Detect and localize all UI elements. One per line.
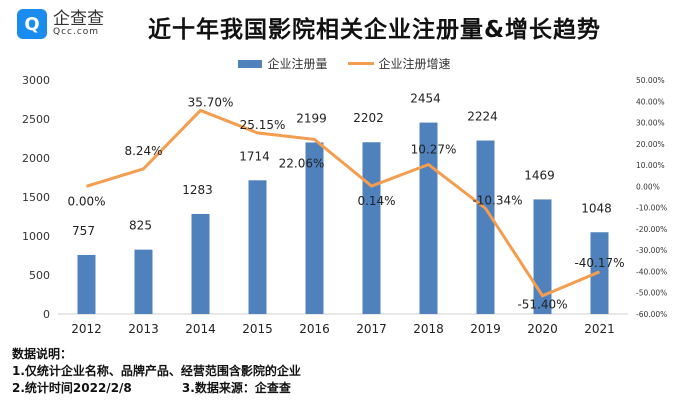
x-tick: 2016 [299, 322, 330, 336]
chart-title: 近十年我国影院相关企业注册量&增长趋势 [148, 17, 602, 43]
right-tick: 40.00% [636, 97, 665, 106]
bar-label: 1283 [182, 183, 213, 197]
logo-en: Qcc.com [53, 27, 100, 37]
right-tick: 30.00% [636, 119, 665, 128]
left-tick: 500 [29, 269, 50, 282]
footer-line1: 1.仅统计企业名称、品牌产品、经营范围含影院的企业 [12, 364, 301, 378]
bar [476, 140, 495, 314]
line-label: 25.15% [240, 118, 286, 132]
left-tick: 0 [43, 308, 50, 321]
x-tick: 2017 [356, 322, 387, 336]
x-tick: 2015 [242, 322, 273, 336]
legend-bar: 企业注册量 [238, 55, 328, 72]
right-tick: -10.00% [636, 204, 667, 213]
bar-label: 757 [72, 224, 95, 238]
line-label: 22.06% [279, 156, 325, 170]
bar-label: 2454 [410, 92, 441, 106]
line-label: -10.34% [472, 193, 522, 207]
qcc-logo: Q 企查查 Qcc.com [17, 9, 104, 39]
line-label: -51.40% [517, 298, 567, 312]
bar-label: 825 [129, 219, 152, 233]
bar [533, 199, 552, 314]
right-tick: 20.00% [636, 140, 665, 149]
bar-label: 2224 [467, 110, 498, 124]
line-label: 10.27% [411, 143, 457, 157]
x-tick: 2018 [413, 322, 444, 336]
bar-label: 1469 [524, 168, 555, 182]
x-tick: 2014 [185, 322, 216, 336]
bar-label: 1048 [581, 201, 612, 215]
legend-line: 企业注册增速 [347, 55, 451, 72]
left-tick: 1500 [22, 191, 50, 204]
x-tick: 2020 [527, 322, 558, 336]
bar-label: 1714 [239, 149, 270, 163]
bar [77, 254, 96, 314]
right-tick: -30.00% [636, 246, 667, 255]
left-tick: 2500 [22, 113, 50, 126]
right-tick: 50.00% [636, 76, 665, 85]
line-label: 8.24% [124, 144, 162, 158]
bar [305, 142, 324, 314]
right-tick: -60.00% [636, 310, 667, 319]
right-tick: 10.00% [636, 161, 665, 170]
logo-cn: 企查查 [53, 9, 104, 29]
legend: 企业注册量 企业注册增速 [0, 55, 689, 72]
qcc-logo-icon: Q [17, 9, 47, 39]
right-tick: 0.00% [636, 182, 660, 191]
line-label: -40.17% [574, 256, 624, 270]
footer-notes: 数据说明： 1.仅统计企业名称、品牌产品、经营范围含影院的企业 2.统计时间20… [12, 346, 301, 397]
bar [191, 213, 210, 314]
bar [362, 142, 381, 314]
x-tick: 2021 [584, 322, 615, 336]
bar [248, 180, 267, 314]
bar [134, 249, 153, 314]
right-tick: -20.00% [636, 225, 667, 234]
x-tick: 2019 [470, 322, 501, 336]
bar-label: 2202 [353, 111, 384, 125]
growth-line [86, 108, 601, 298]
line-label: 0.14% [357, 194, 395, 208]
x-tick: 2012 [71, 322, 102, 336]
right-tick: -40.00% [636, 267, 667, 276]
left-tick: 1000 [22, 230, 50, 243]
bar-label: 2199 [296, 111, 327, 125]
bar [419, 122, 438, 314]
footer-line2: 2.统计时间2022/2/8 3.数据来源：企查查 [12, 381, 291, 395]
x-tick: 2013 [128, 322, 159, 336]
left-tick: 3000 [22, 74, 50, 87]
line-label: 0.00% [67, 194, 105, 208]
line-label: 35.70% [188, 95, 234, 109]
left-tick: 2000 [22, 152, 50, 165]
right-tick: -50.00% [636, 289, 667, 298]
footer-heading: 数据说明： [12, 347, 73, 361]
